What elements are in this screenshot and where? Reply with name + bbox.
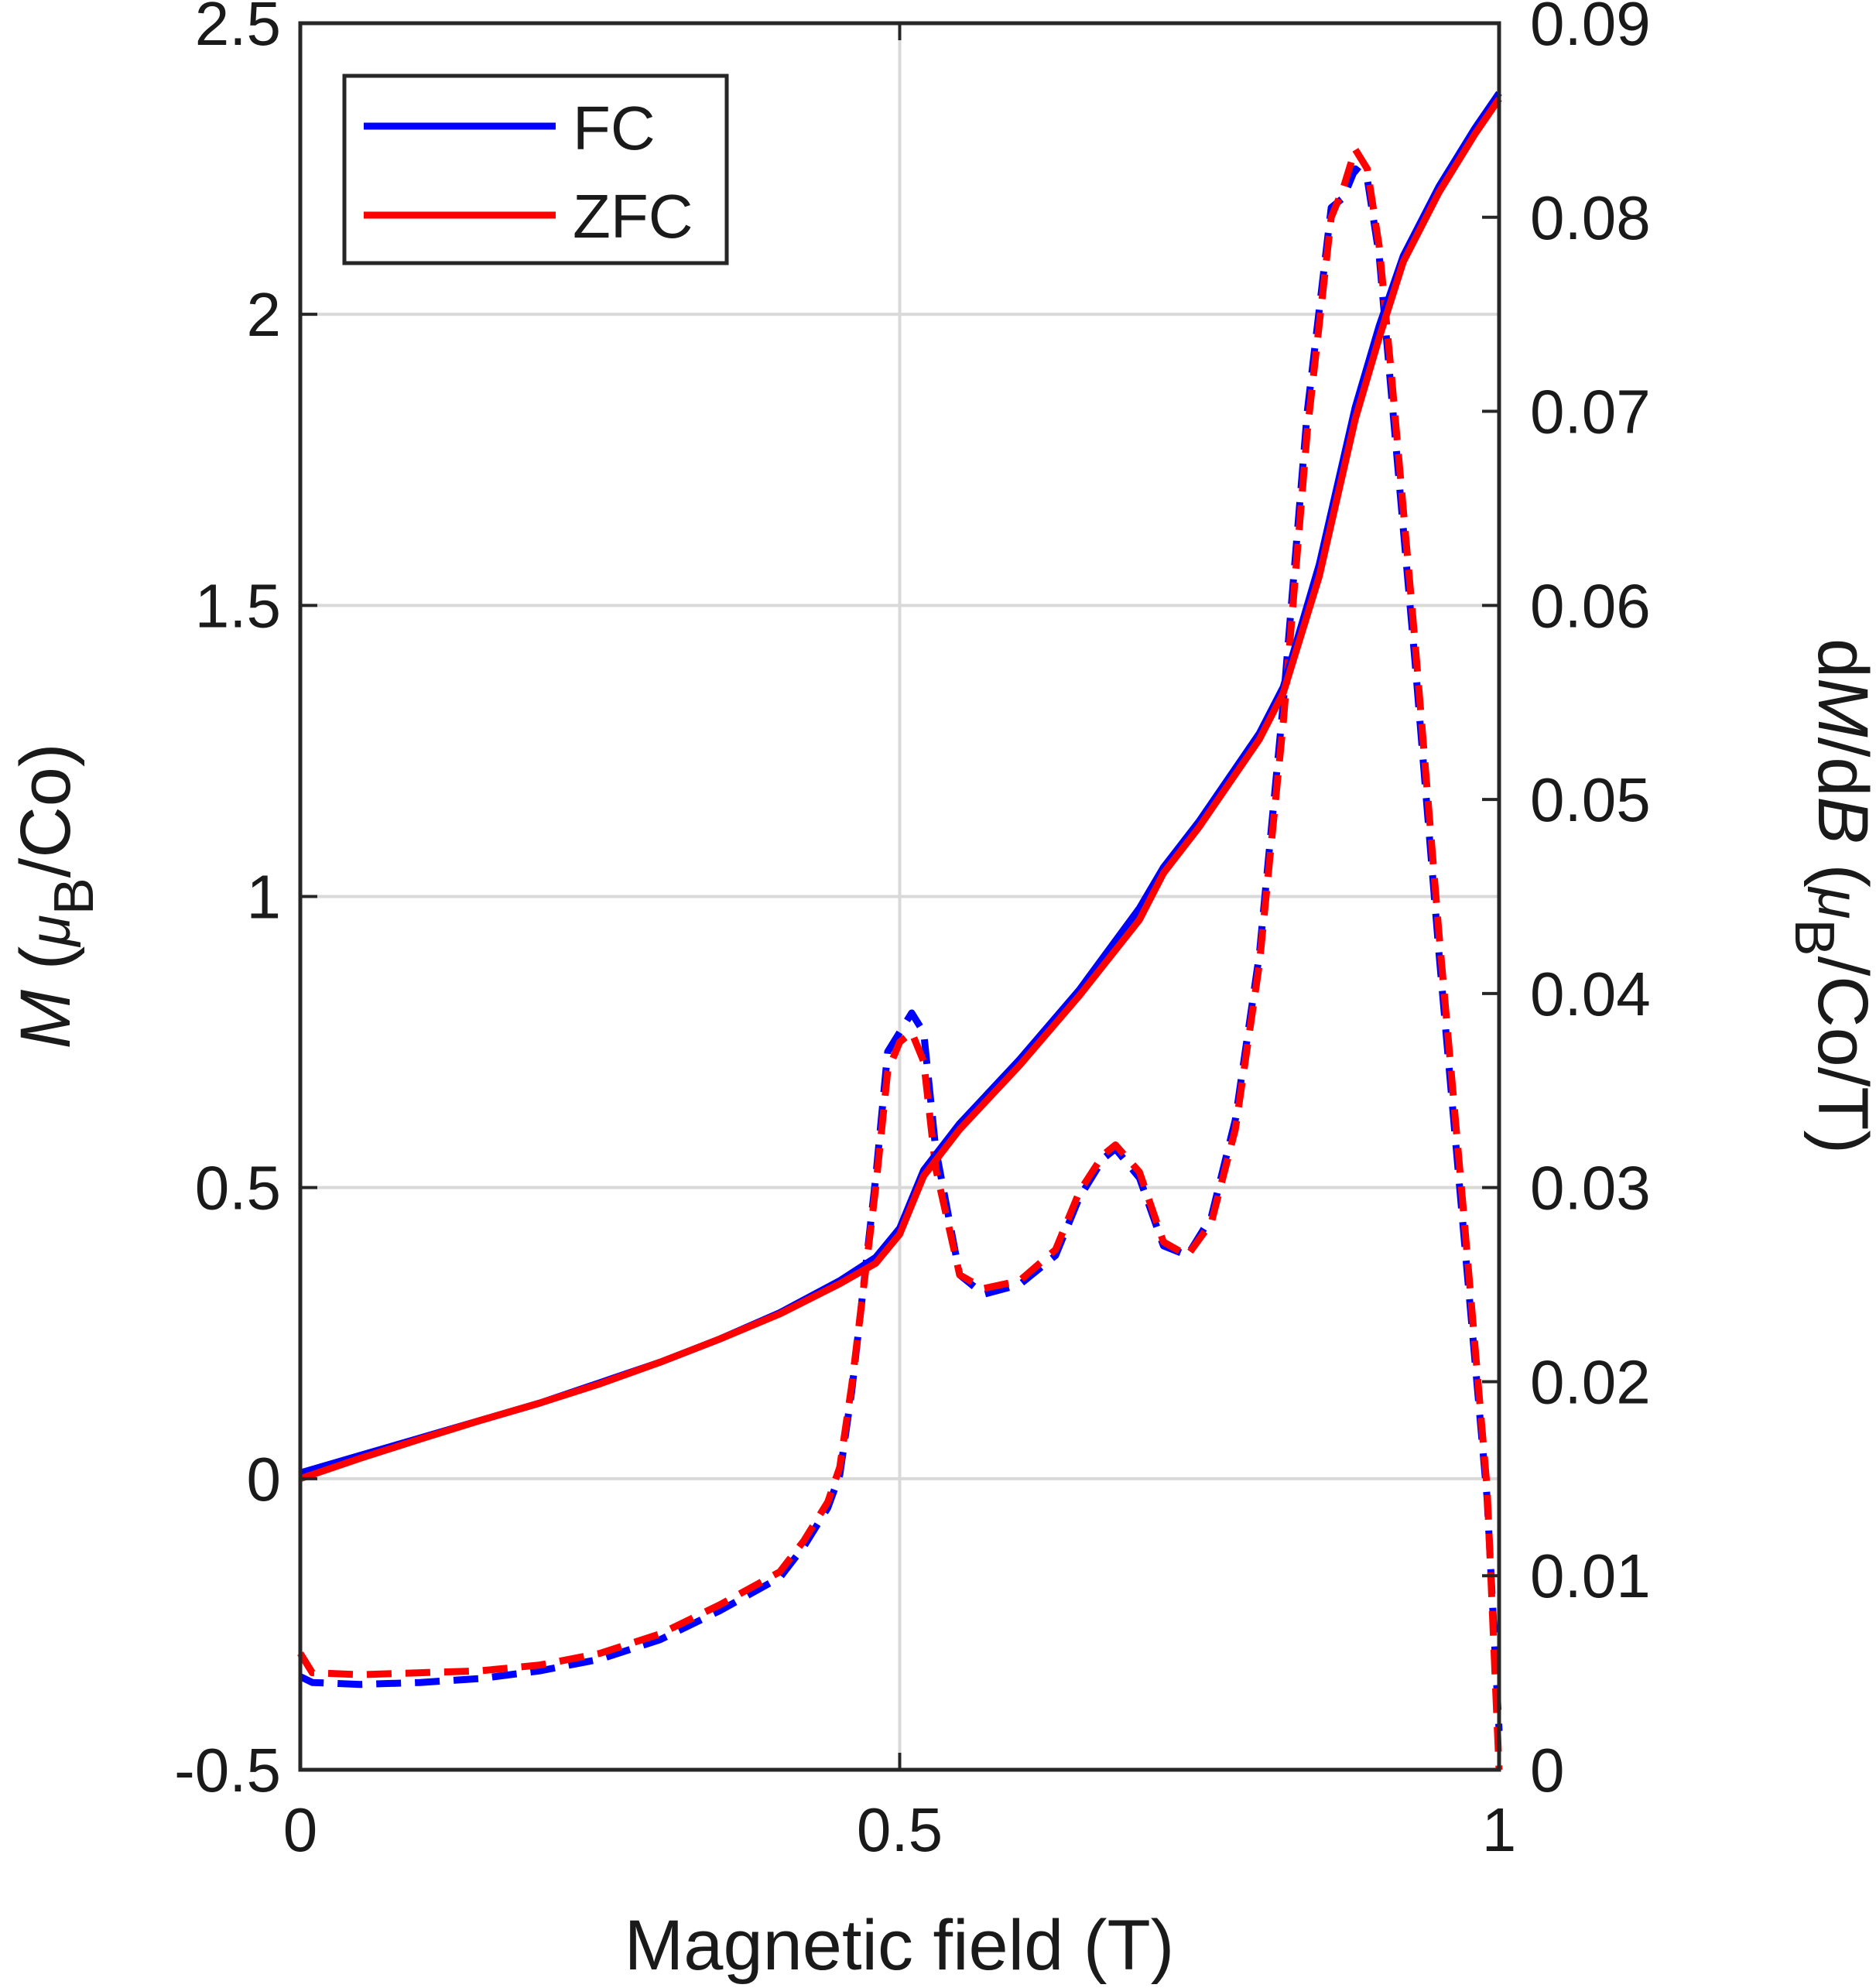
y-left-tick-label: 1.5 <box>195 571 281 640</box>
x-tick-label: 0.5 <box>857 1795 943 1864</box>
y-right-tick-label: 0.06 <box>1530 571 1651 640</box>
series-layer <box>297 91 1503 1771</box>
legend-label-zfc: ZFC <box>573 182 693 251</box>
y-left-tick-label: -0.5 <box>174 1736 281 1805</box>
y-left-tick-label: 0.5 <box>195 1154 281 1223</box>
y-left-tick-label: 2.5 <box>195 0 281 58</box>
y-right-label-sub: B <box>1783 919 1845 956</box>
y-right-label-rest: /Co/T) <box>1803 956 1876 1155</box>
y-right-tick-label: 0.08 <box>1530 183 1651 252</box>
y-left-label-rest: /Co) <box>6 743 85 878</box>
legend: FC ZFC <box>342 74 729 265</box>
y-right-tick-label: 0.02 <box>1530 1347 1651 1416</box>
series-line-zfc-dm-db <box>297 145 1503 1771</box>
y-right-tick-label: 0.01 <box>1530 1541 1651 1610</box>
series-line-fc-dm-db <box>299 165 1503 1732</box>
y-right-label-mu: μ <box>1806 886 1871 919</box>
y-left-tick-label: 0 <box>247 1445 282 1514</box>
x-axis-label: Magnetic field (T) <box>625 1906 1175 1985</box>
legend-box <box>342 74 729 265</box>
y-right-tick-label: 0.03 <box>1530 1154 1651 1223</box>
y-right-tick-label: 0 <box>1530 1736 1565 1805</box>
y-right-axis-label: dM/dB (μB/Co/T) <box>1783 638 1876 1154</box>
y-right-label-slash: /d <box>1803 737 1876 797</box>
grid <box>300 23 1499 1770</box>
y-left-label-mu: μ <box>18 915 82 948</box>
y-left-label-m: M <box>6 990 85 1049</box>
y-right-tick-label: 0.05 <box>1530 765 1651 834</box>
tick-labels: 0 0.5 1-0.500.511.522.500.010.020.030.040.… <box>174 0 1651 1864</box>
y-left-tick-label: 2 <box>247 280 282 349</box>
series-line-zfc <box>299 97 1502 1483</box>
y-left-axis-label: M (μB/Co) <box>6 743 105 1049</box>
y-right-tick-label: 0.04 <box>1530 960 1651 1028</box>
y-right-label-open: ( <box>1803 844 1876 888</box>
x-tick-label: 0 <box>283 1795 318 1864</box>
ticks <box>299 22 1501 1771</box>
y-left-tick-label: 1 <box>247 863 282 932</box>
y-right-label-d1: d <box>1803 638 1876 678</box>
x-tick-label: 1 <box>1482 1795 1517 1864</box>
legend-label-fc: FC <box>573 94 656 163</box>
y-right-label-b: B <box>1803 796 1876 843</box>
y-left-label-open: ( <box>6 946 85 990</box>
y-right-tick-label: 0.09 <box>1530 0 1651 58</box>
y-right-tick-label: 0.07 <box>1530 378 1651 447</box>
y-left-label-sub: B <box>43 878 105 915</box>
y-right-label-m: M <box>1803 678 1876 737</box>
